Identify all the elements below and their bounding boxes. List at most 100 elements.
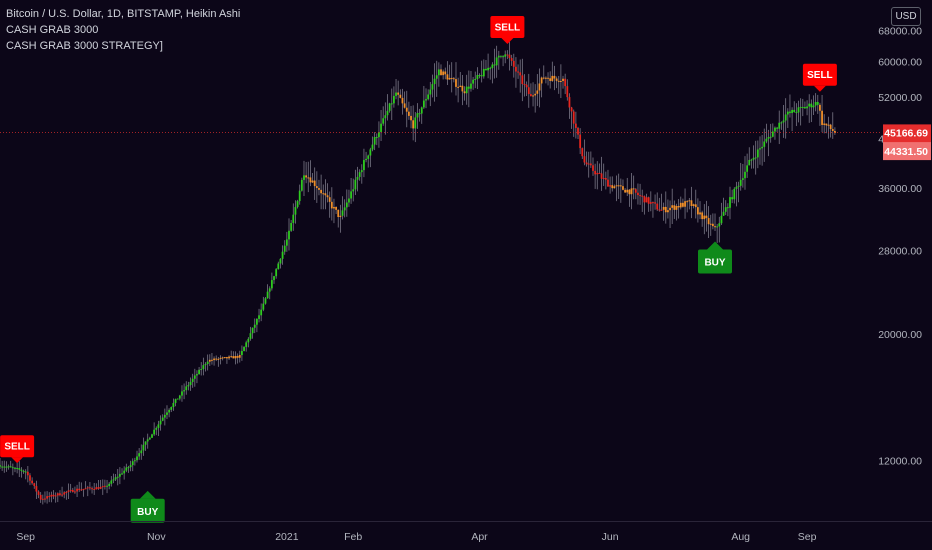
candle-body — [619, 185, 622, 187]
candle-body — [752, 157, 755, 160]
candle-body — [446, 74, 449, 80]
buy-signal-box[interactable] — [698, 249, 732, 274]
candle-body — [489, 67, 492, 69]
candle-body — [16, 467, 19, 469]
candle-body — [744, 171, 746, 179]
second-price-tag-label: 44331.50 — [884, 146, 928, 158]
candle-body — [686, 201, 689, 203]
candle-body — [812, 105, 815, 108]
candle-body — [718, 223, 721, 227]
candle-body — [345, 202, 348, 208]
candle-body — [41, 498, 44, 500]
candle-body — [343, 207, 346, 211]
candle-body — [405, 107, 408, 112]
sell-signal-box[interactable] — [0, 435, 35, 458]
candle-body — [452, 78, 455, 80]
candle-body — [480, 75, 483, 77]
candle-body — [24, 471, 27, 473]
candle-body — [778, 122, 781, 129]
candle-body — [14, 467, 16, 469]
candle-body — [123, 470, 126, 474]
candle-body — [789, 111, 791, 114]
candle-body — [371, 144, 374, 150]
candle-body — [296, 201, 299, 208]
candle-body — [804, 107, 806, 109]
candle-body — [223, 357, 226, 359]
candle-body — [656, 203, 659, 210]
candle-body — [455, 79, 457, 87]
candle-body — [213, 358, 215, 361]
sell-signal-pointer — [11, 457, 24, 464]
candle-body — [547, 77, 549, 79]
x-tick-label: Jun — [602, 531, 619, 543]
candle-body — [500, 55, 502, 57]
candle-body — [401, 97, 404, 104]
candle-body — [763, 141, 766, 147]
candle-body — [692, 204, 695, 206]
candle-body — [545, 77, 547, 79]
candle-body — [108, 483, 111, 487]
candle-body — [390, 103, 393, 105]
candle-body — [819, 104, 821, 111]
candle-body — [628, 189, 631, 195]
candle-body — [827, 124, 830, 126]
candle-body — [667, 210, 669, 213]
candle-body — [476, 75, 479, 79]
candle-body — [482, 68, 485, 77]
candle-body — [44, 498, 46, 500]
candle-body — [615, 185, 618, 187]
candle-body — [106, 485, 108, 487]
sell-signal-box[interactable] — [802, 63, 837, 86]
candle-body — [609, 185, 612, 187]
candle-body — [354, 179, 357, 190]
candle-body — [69, 489, 72, 491]
candle-body — [594, 170, 597, 175]
candle-body — [176, 398, 179, 400]
candle-body — [1, 466, 4, 468]
candle-body — [647, 197, 650, 204]
x-axis[interactable]: Sep Nov 2021 Feb Apr Jun Aug Sep — [16, 531, 816, 543]
candle-body — [577, 127, 579, 135]
candle-body — [125, 467, 128, 471]
candle-body — [187, 385, 190, 387]
candle-body — [52, 494, 55, 497]
candle-body — [202, 365, 205, 369]
candle-body — [37, 491, 40, 495]
sell-signal-box[interactable] — [490, 16, 525, 38]
candle-body — [339, 215, 342, 217]
candle-body — [641, 195, 644, 197]
candle-body — [806, 106, 808, 109]
candle-body — [91, 488, 93, 490]
candle-body — [425, 99, 427, 101]
y-tick-label: 36000.00 — [878, 183, 922, 195]
candle-body — [395, 92, 397, 96]
candle-body — [596, 172, 599, 175]
candle-body — [688, 200, 691, 202]
currency-button[interactable]: USD — [891, 7, 921, 26]
candle-body — [776, 127, 778, 129]
indicator-cash-grab[interactable]: CASH GRAB 3000 — [6, 24, 99, 36]
candle-body — [48, 496, 51, 498]
candle-body — [467, 86, 470, 89]
candle-body — [136, 456, 138, 461]
candle-body — [11, 467, 14, 469]
candle-body — [690, 200, 693, 206]
candle-body — [412, 120, 415, 129]
candle-body — [283, 245, 286, 252]
buy-signal-box[interactable] — [130, 498, 165, 523]
candle-body — [234, 356, 237, 359]
sell-signal-pointer — [813, 85, 826, 92]
candle-body — [328, 197, 331, 202]
candle-body — [714, 226, 716, 228]
candle-body — [168, 409, 171, 413]
indicator-cash-grab-strategy[interactable]: CASH GRAB 3000 STRATEGY] — [6, 40, 163, 52]
symbol-title[interactable]: Bitcoin / U.S. Dollar, 1D, BITSTAMP, Hei… — [6, 8, 241, 20]
candle-body — [330, 201, 333, 209]
candle-body — [228, 356, 230, 359]
candle-body — [684, 201, 686, 207]
candle-body — [133, 460, 136, 462]
candle-body — [380, 123, 382, 132]
candle-body — [333, 206, 335, 209]
candle-body — [50, 494, 53, 497]
